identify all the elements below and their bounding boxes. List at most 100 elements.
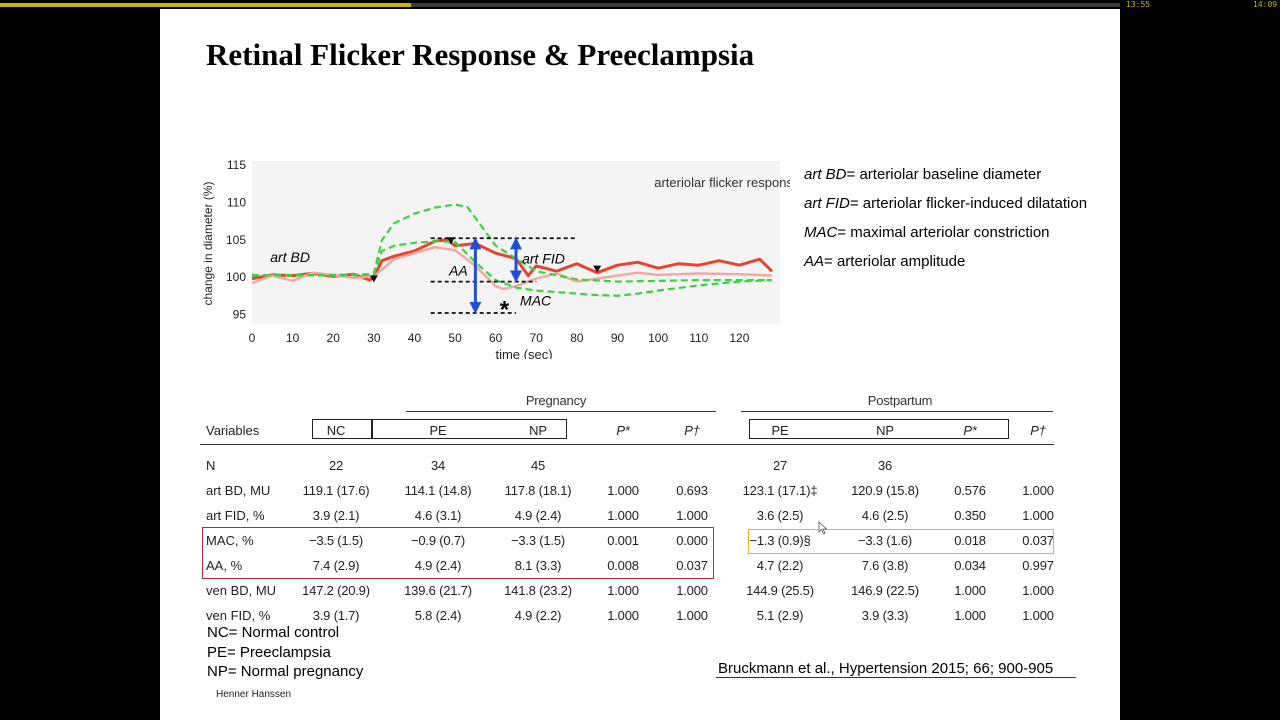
table-cell: 141.8 (23.2) bbox=[504, 583, 572, 598]
table-cell: 4.9 (2.4) bbox=[514, 508, 562, 523]
legend-item: art BD= arteriolar baseline diameter bbox=[804, 166, 1087, 195]
table-cell: −3.3 (1.6) bbox=[857, 533, 913, 548]
table-cell: 0.997 bbox=[1022, 558, 1054, 573]
legend-definition: = arteriolar flicker-induced dilatation bbox=[849, 195, 1088, 212]
x-tick-label: 40 bbox=[408, 331, 422, 345]
x-tick-label: 10 bbox=[286, 331, 300, 345]
y-tick-label: 115 bbox=[227, 158, 246, 172]
table-cell: 1.000 bbox=[1022, 508, 1054, 523]
table-cell: 0.350 bbox=[954, 508, 986, 523]
x-tick-label: 0 bbox=[249, 331, 256, 345]
table-cell: 1.000 bbox=[676, 508, 708, 523]
table-cell: 144.9 (25.5) bbox=[746, 583, 814, 598]
table-cell: −1.3 (0.9)§ bbox=[749, 533, 811, 548]
column-header: P* bbox=[963, 423, 977, 438]
x-tick-label: 20 bbox=[327, 331, 341, 345]
event-marker bbox=[369, 275, 378, 283]
table-cell: 1.000 bbox=[607, 483, 639, 498]
legend-term: art BD bbox=[804, 166, 847, 183]
annotation-star: * bbox=[500, 297, 510, 324]
legend-term: art FID bbox=[804, 195, 850, 212]
x-tick-label: 80 bbox=[570, 331, 584, 345]
results-table: Pregnancy Postpartum Variables NC PE NP P* P† PE… bbox=[200, 389, 1120, 623]
table-cell: 7.4 (2.9) bbox=[312, 558, 360, 573]
row-label: ven BD, MU bbox=[206, 583, 277, 598]
table-cell: 1.000 bbox=[1022, 583, 1054, 598]
row-label: art FID, % bbox=[206, 508, 265, 523]
table-cell: 120.9 (15.8) bbox=[851, 483, 919, 498]
x-tick-label: 100 bbox=[648, 331, 668, 345]
x-tick-label: 120 bbox=[729, 331, 749, 345]
x-axis-label: time (sec) bbox=[495, 347, 552, 359]
time-total: 14:09 bbox=[1253, 0, 1278, 9]
column-header: PE bbox=[429, 423, 447, 438]
table-cell: 147.2 (20.9) bbox=[302, 583, 370, 598]
x-tick-label: 70 bbox=[530, 331, 544, 345]
table-cell: 4.9 (2.2) bbox=[514, 608, 562, 623]
table-cell: 4.9 (2.4) bbox=[414, 558, 462, 573]
table-cell: 34 bbox=[430, 458, 446, 473]
header-rule bbox=[200, 444, 1054, 445]
table-cell: 1.000 bbox=[1022, 483, 1054, 498]
table-cell: 119.1 (17.6) bbox=[302, 483, 370, 498]
x-tick-label: 30 bbox=[367, 331, 381, 345]
table-cell: 7.6 (3.8) bbox=[861, 558, 909, 573]
table-cell: 1.000 bbox=[676, 608, 708, 623]
legend-definition: = arteriolar baseline diameter bbox=[846, 166, 1042, 183]
mouse-cursor-icon bbox=[818, 521, 828, 535]
abbreviation-note: NC= Normal control bbox=[207, 624, 340, 641]
row-label: ven FID, % bbox=[206, 608, 271, 623]
table-cell: 8.1 (3.3) bbox=[514, 558, 562, 573]
table-cell: 5.8 (2.4) bbox=[414, 608, 462, 623]
y-tick-label: 110 bbox=[227, 195, 246, 209]
table-cell: 0.008 bbox=[607, 558, 639, 573]
video-progress-bar[interactable] bbox=[0, 3, 1120, 7]
group-rule-postpartum bbox=[741, 411, 1053, 412]
table-cell: −0.9 (0.7) bbox=[410, 533, 466, 548]
table-cell: 4.7 (2.2) bbox=[756, 558, 804, 573]
legend-item: art FID= arteriolar flicker-induced dila… bbox=[804, 195, 1087, 224]
y-tick-label: 105 bbox=[226, 233, 246, 247]
table-cell: 3.9 (2.1) bbox=[312, 508, 360, 523]
table-cell: 139.6 (21.7) bbox=[404, 583, 472, 598]
flicker-response-chart: 95 100 105 110 115 0 10 20 30 40 50 60 70 80 90 100 110 1… bbox=[201, 158, 790, 359]
y-tick-label: 100 bbox=[226, 270, 246, 284]
table-cell: 3.9 (1.7) bbox=[312, 608, 360, 623]
table-cell: 4.6 (2.5) bbox=[861, 508, 909, 523]
group-header-pregnancy: Pregnancy bbox=[525, 393, 587, 408]
author-name: Henner Hanssen bbox=[216, 689, 292, 700]
legend-term: AA bbox=[804, 253, 825, 270]
header-box-nc bbox=[312, 419, 372, 439]
annotation-mac: MAC bbox=[520, 293, 552, 309]
abbreviation-note: NP= Normal pregnancy bbox=[207, 663, 364, 680]
y-tick-label: 95 bbox=[233, 308, 247, 322]
video-progress-fill bbox=[0, 3, 412, 7]
x-tick-label: 110 bbox=[689, 331, 708, 345]
x-tick-label: 50 bbox=[448, 331, 462, 345]
player-top-bar: 13:55 14:09 bbox=[0, 0, 1280, 9]
table-cell: 3.9 (3.3) bbox=[861, 608, 909, 623]
table-cell: 0.034 bbox=[954, 558, 986, 573]
chart-title: arteriolar flicker response bbox=[654, 175, 790, 190]
table-cell: 146.9 (22.5) bbox=[851, 583, 919, 598]
abbreviation-note: PE= Preeclampsia bbox=[207, 643, 331, 661]
highlight-box-pregnancy bbox=[202, 527, 714, 579]
table-cell: 27 bbox=[772, 458, 788, 473]
legend-term: MAC bbox=[804, 224, 838, 241]
group-header-postpartum: Postpartum bbox=[867, 393, 933, 408]
table-cell: 3.6 (2.5) bbox=[756, 508, 804, 523]
table-cell: 0.000 bbox=[676, 533, 708, 548]
table-cell: 1.000 bbox=[1022, 608, 1054, 623]
header-box-postpartum bbox=[749, 419, 1009, 439]
table-cell: −3.5 (1.5) bbox=[308, 533, 364, 548]
table-cell: 0.037 bbox=[1022, 533, 1054, 548]
slide-title: Retinal Flicker Response & Preeclampsia bbox=[206, 37, 755, 72]
table-cell: 22 bbox=[328, 458, 344, 473]
table-cell: 36 bbox=[877, 458, 893, 473]
table-cell: 1.000 bbox=[676, 583, 708, 598]
legend-item: AA= arteriolar amplitude bbox=[804, 253, 1087, 282]
row-label: AA, % bbox=[206, 558, 243, 573]
column-header: P† bbox=[684, 423, 700, 438]
legend-definition: = arteriolar amplitude bbox=[824, 253, 966, 270]
time-elapsed: 13:55 bbox=[1126, 0, 1151, 9]
